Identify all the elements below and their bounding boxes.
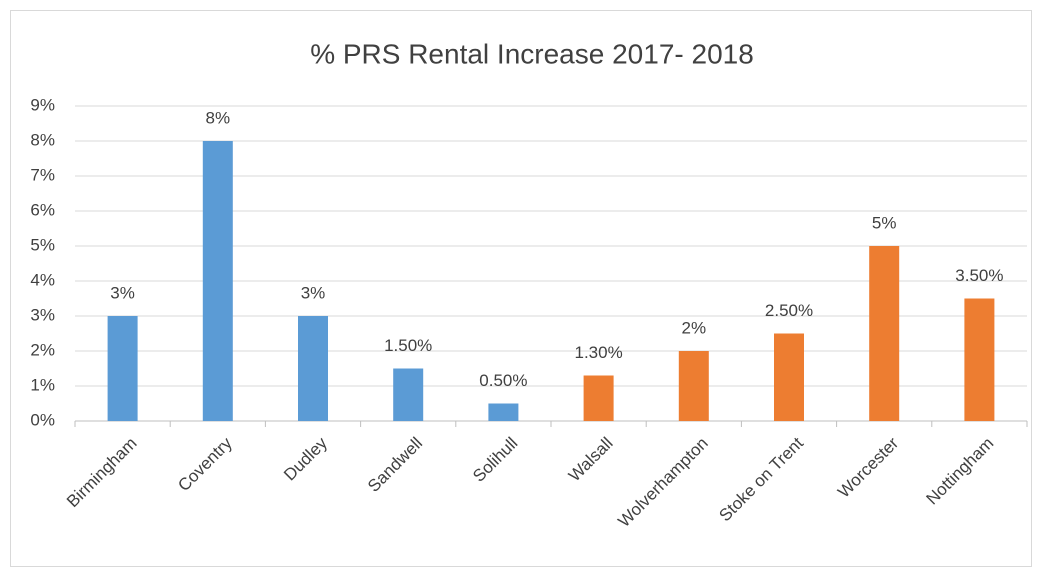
y-tick-label: 8% xyxy=(30,130,55,149)
chart-title: % PRS Rental Increase 2017- 2018 xyxy=(310,38,754,69)
data-label: 3.50% xyxy=(955,266,1003,285)
bar xyxy=(774,333,804,421)
y-tick-label: 2% xyxy=(30,340,55,359)
y-tick-label: 3% xyxy=(30,305,55,324)
bar xyxy=(678,351,709,421)
data-label: 3% xyxy=(110,283,135,302)
bar xyxy=(107,316,138,421)
y-tick-label: 1% xyxy=(30,375,55,394)
data-label: 5% xyxy=(872,213,897,232)
chart-border xyxy=(10,10,1032,567)
bar xyxy=(869,246,900,421)
data-label: 3% xyxy=(301,283,326,302)
y-tick-label: 0% xyxy=(30,410,55,429)
bar xyxy=(583,375,614,421)
y-tick-label: 4% xyxy=(30,270,55,289)
bar xyxy=(964,298,995,421)
data-label: 8% xyxy=(206,108,231,127)
y-tick-label: 6% xyxy=(30,200,55,219)
bar xyxy=(202,141,233,421)
data-label: 1.30% xyxy=(574,343,622,362)
y-tick-label: 9% xyxy=(30,95,55,114)
data-label: 0.50% xyxy=(479,371,527,390)
y-tick-label: 7% xyxy=(30,165,55,184)
bar xyxy=(488,403,519,421)
data-label: 2% xyxy=(682,318,707,337)
bar xyxy=(393,368,424,421)
y-tick-label: 5% xyxy=(30,235,55,254)
data-label: 1.50% xyxy=(384,336,432,355)
data-label: 2.50% xyxy=(765,301,813,320)
bar xyxy=(298,316,328,421)
